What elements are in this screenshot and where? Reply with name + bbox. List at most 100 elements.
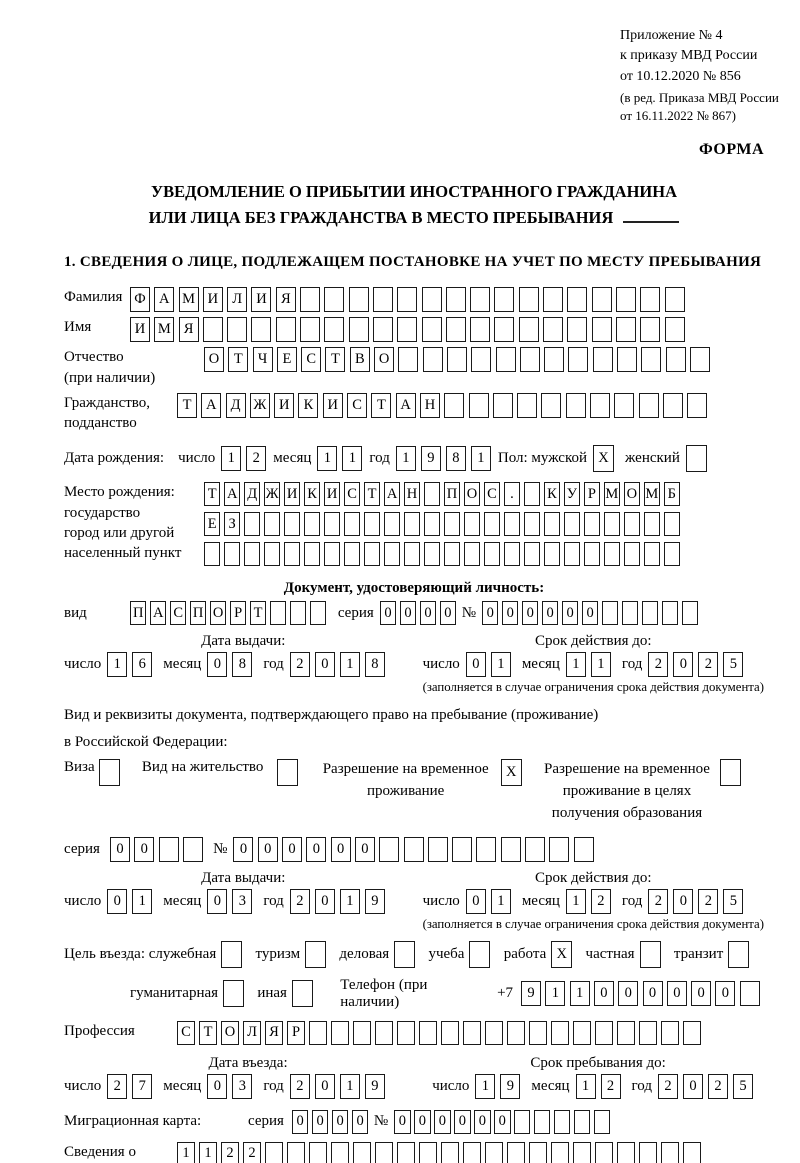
purpose-private-checkbox[interactable]	[639, 940, 665, 968]
char-cell[interactable]	[303, 512, 321, 537]
char-cell[interactable]	[551, 1141, 569, 1163]
char-cell[interactable]: О	[204, 347, 224, 373]
char-cell[interactable]	[523, 482, 541, 507]
char-cell[interactable]: А	[395, 392, 416, 418]
char-cell[interactable]: 5	[723, 652, 744, 678]
char-cell[interactable]	[643, 542, 661, 567]
char-cell[interactable]: 9	[364, 1073, 385, 1099]
char-cell[interactable]	[468, 392, 489, 418]
visa-checkbox[interactable]	[98, 759, 124, 787]
char-cell[interactable]	[221, 940, 243, 968]
char-cell[interactable]: 1	[107, 652, 128, 678]
char-cell[interactable]: У	[563, 482, 581, 507]
char-cell[interactable]	[303, 542, 321, 567]
char-cell[interactable]	[223, 980, 245, 1008]
char-cell[interactable]: 0	[314, 1073, 335, 1099]
char-cell[interactable]: Р	[287, 1020, 305, 1045]
char-cell[interactable]	[265, 1141, 283, 1163]
char-cell[interactable]: 0	[465, 652, 486, 678]
char-cell[interactable]	[543, 542, 561, 567]
char-cell[interactable]	[573, 836, 594, 862]
char-cell[interactable]: А	[201, 392, 222, 418]
char-cell[interactable]	[663, 512, 681, 537]
char-cell[interactable]: Т	[204, 482, 221, 507]
char-cell[interactable]	[383, 512, 401, 537]
char-cell[interactable]: 3	[232, 1073, 253, 1099]
char-cell[interactable]	[471, 347, 492, 373]
purpose-official-checkbox[interactable]	[221, 940, 246, 968]
char-cell[interactable]: Е	[276, 347, 297, 373]
char-cell[interactable]: Ч	[252, 347, 273, 373]
char-cell[interactable]	[403, 542, 421, 567]
char-cell[interactable]: К	[298, 392, 319, 418]
char-cell[interactable]	[503, 512, 521, 537]
char-cell[interactable]: 8	[364, 652, 385, 678]
char-cell[interactable]	[419, 1141, 437, 1163]
char-cell[interactable]: 0	[314, 652, 335, 678]
char-cell[interactable]: 2	[221, 1141, 239, 1163]
char-cell[interactable]	[617, 1020, 635, 1045]
char-cell[interactable]	[590, 392, 611, 418]
char-cell[interactable]: В	[349, 347, 370, 373]
char-cell[interactable]: 0	[291, 1109, 309, 1134]
char-cell[interactable]	[643, 512, 661, 537]
char-cell[interactable]	[529, 1020, 547, 1045]
char-cell[interactable]: 2	[698, 652, 719, 678]
char-cell[interactable]: 0	[494, 1109, 511, 1134]
char-cell[interactable]: 1	[470, 446, 491, 472]
char-cell[interactable]: Я	[275, 287, 296, 313]
char-cell[interactable]	[423, 512, 441, 537]
char-cell[interactable]	[283, 512, 301, 537]
char-cell[interactable]	[343, 542, 361, 567]
char-cell[interactable]	[182, 836, 203, 862]
char-cell[interactable]: 3	[232, 888, 253, 914]
char-cell[interactable]: 0	[419, 601, 437, 626]
char-cell[interactable]: 1	[565, 888, 586, 914]
char-cell[interactable]	[375, 1141, 393, 1163]
char-cell[interactable]	[397, 287, 418, 313]
char-cell[interactable]	[507, 1141, 525, 1163]
char-cell[interactable]: П	[130, 601, 147, 626]
char-cell[interactable]	[661, 1141, 679, 1163]
char-cell[interactable]: Л	[243, 1020, 261, 1045]
char-cell[interactable]	[685, 445, 707, 473]
char-cell[interactable]: 2	[698, 888, 719, 914]
char-cell[interactable]: 9	[521, 981, 542, 1007]
char-cell[interactable]: 0	[306, 836, 327, 862]
char-cell[interactable]: 9	[364, 888, 385, 914]
char-cell[interactable]	[363, 542, 381, 567]
char-cell[interactable]	[300, 317, 321, 343]
char-cell[interactable]: 0	[439, 601, 457, 626]
char-cell[interactable]: 0	[207, 1073, 228, 1099]
char-cell[interactable]	[283, 542, 301, 567]
char-cell[interactable]	[441, 1141, 459, 1163]
char-cell[interactable]: 0	[642, 981, 663, 1007]
char-cell[interactable]: А	[223, 482, 241, 507]
char-cell[interactable]: 0	[354, 836, 375, 862]
char-cell[interactable]: 0	[233, 836, 254, 862]
char-cell[interactable]: 1	[490, 652, 511, 678]
char-cell[interactable]: О	[623, 482, 641, 507]
char-cell[interactable]	[287, 1141, 305, 1163]
char-cell[interactable]: Ж	[249, 392, 270, 418]
char-cell[interactable]	[204, 542, 221, 567]
char-cell[interactable]	[363, 512, 381, 537]
char-cell[interactable]: М	[643, 482, 661, 507]
char-cell[interactable]	[639, 1141, 657, 1163]
char-cell[interactable]: П	[189, 601, 207, 626]
char-cell[interactable]	[551, 1020, 569, 1045]
char-cell[interactable]	[614, 392, 635, 418]
char-cell[interactable]	[519, 347, 540, 373]
char-cell[interactable]	[372, 287, 393, 313]
